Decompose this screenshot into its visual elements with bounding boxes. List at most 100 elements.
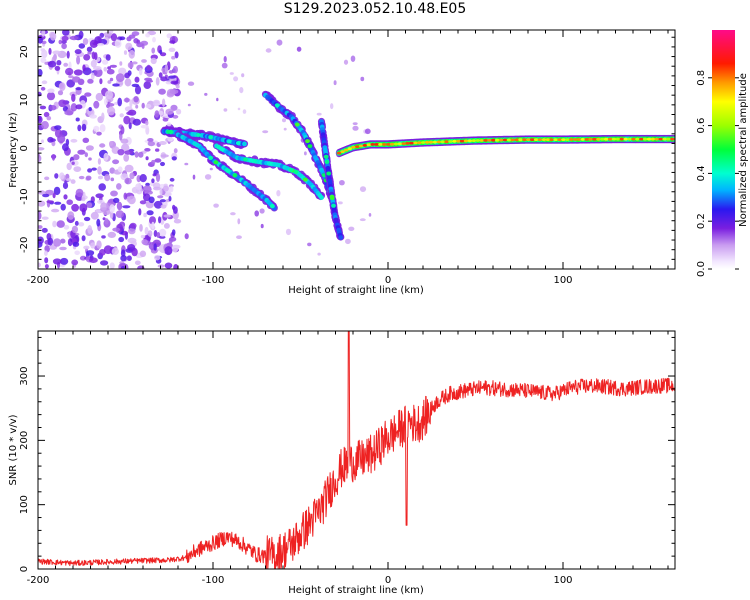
noise-speck [147, 141, 155, 147]
noise-speck [82, 38, 89, 45]
noise-speck [87, 225, 93, 234]
y-tick-label: 100 [19, 495, 30, 514]
noise-speck [58, 99, 67, 108]
noise-speck [124, 72, 130, 79]
noise-speck [61, 35, 69, 42]
noise-speck [81, 123, 87, 132]
noise-speck [96, 131, 102, 136]
noise-speck [107, 80, 112, 84]
feature-hotspot [270, 204, 275, 209]
noise-speck [89, 257, 98, 264]
noise-speck [171, 55, 176, 60]
noise-speck [61, 43, 67, 50]
noise-speck [104, 98, 108, 106]
noise-speck [119, 113, 124, 118]
noise-speck [99, 124, 106, 133]
feature-hotspot [592, 137, 597, 141]
noise-speck [85, 145, 94, 151]
noise-speck [155, 173, 161, 182]
noise-speck [118, 236, 125, 243]
noise-speck [116, 183, 122, 190]
noise-speck [151, 47, 155, 54]
noise-speck [123, 192, 128, 200]
feature-hotspot [670, 137, 675, 141]
feature-hotspot [401, 142, 406, 146]
noise-speck [83, 216, 91, 222]
noise-speck [83, 245, 90, 250]
noise-speck [110, 190, 118, 197]
noise-speck [161, 98, 166, 107]
x-tick-label: 0 [385, 575, 391, 586]
feature-hotspot [530, 138, 535, 142]
noise-speck [168, 195, 172, 202]
noise-speck [109, 77, 114, 82]
x-tick-label: 100 [553, 575, 572, 586]
noise-speck [81, 235, 86, 242]
noise-speck [184, 162, 189, 166]
noise-speck [82, 64, 86, 72]
noise-speck [40, 86, 46, 91]
x-tick-label: -100 [202, 575, 225, 586]
noise-speck [56, 60, 62, 66]
noise-speck [304, 151, 307, 156]
noise-speck [140, 234, 146, 239]
feature-hotspot [623, 137, 628, 141]
feature-hotspot [421, 141, 426, 144]
y-tick-label: 200 [19, 431, 30, 450]
noise-speck [132, 118, 141, 126]
noise-speck [142, 185, 152, 193]
noise-speck [126, 111, 134, 116]
noise-speck [127, 244, 136, 251]
noise-speck [60, 238, 66, 244]
noise-speck [120, 249, 126, 257]
feature-hotspot [584, 138, 589, 141]
noise-speck [145, 126, 150, 135]
feature-hotspot [208, 156, 214, 160]
noise-speck [169, 89, 179, 95]
noise-speck [123, 153, 130, 162]
noise-speck [158, 216, 162, 224]
noise-speck [128, 122, 132, 130]
noise-speck [173, 264, 179, 269]
feature-hotspot [413, 141, 418, 145]
noise-speck [40, 57, 47, 63]
noise-speck [216, 97, 219, 102]
feature-hotspot [326, 171, 332, 176]
spectrogram-feature-doppler-track-steep [317, 117, 345, 241]
noise-speck [352, 125, 359, 131]
feature-hotspot [635, 137, 640, 141]
noise-speck [54, 201, 62, 205]
noise-speck [75, 117, 80, 122]
feature-hotspot [627, 137, 632, 141]
feature-hotspot [378, 143, 383, 146]
noise-speck [94, 68, 103, 77]
feature-hotspot [514, 138, 519, 142]
noise-speck [237, 218, 241, 225]
noise-speck [129, 222, 137, 229]
noise-speck [151, 221, 155, 230]
feature-hotspot [642, 137, 648, 141]
noise-speck [173, 218, 182, 224]
feature-hotspot [646, 137, 652, 141]
noise-speck [117, 97, 122, 107]
noise-speck [107, 66, 111, 70]
noise-speck [162, 185, 169, 192]
noise-speck [78, 175, 85, 180]
colorbar-tick-label: 0.4 [696, 165, 707, 181]
noise-speck [184, 233, 189, 240]
noise-speck [99, 143, 106, 148]
noise-speck [59, 172, 65, 180]
noise-speck [169, 185, 174, 193]
noise-speck [155, 148, 160, 152]
noise-speck [100, 202, 108, 211]
noise-speck [153, 230, 158, 237]
colorbar-tick-label: 0.8 [696, 70, 707, 86]
feature-hotspot [440, 140, 445, 144]
feature-hotspot [294, 122, 300, 127]
noise-speck [77, 124, 82, 132]
feature-hotspot [331, 203, 336, 208]
feature-hotspot [491, 138, 496, 142]
feature-hotspot [467, 139, 473, 143]
feature-hotspot [436, 140, 441, 144]
noise-speck [221, 62, 228, 69]
